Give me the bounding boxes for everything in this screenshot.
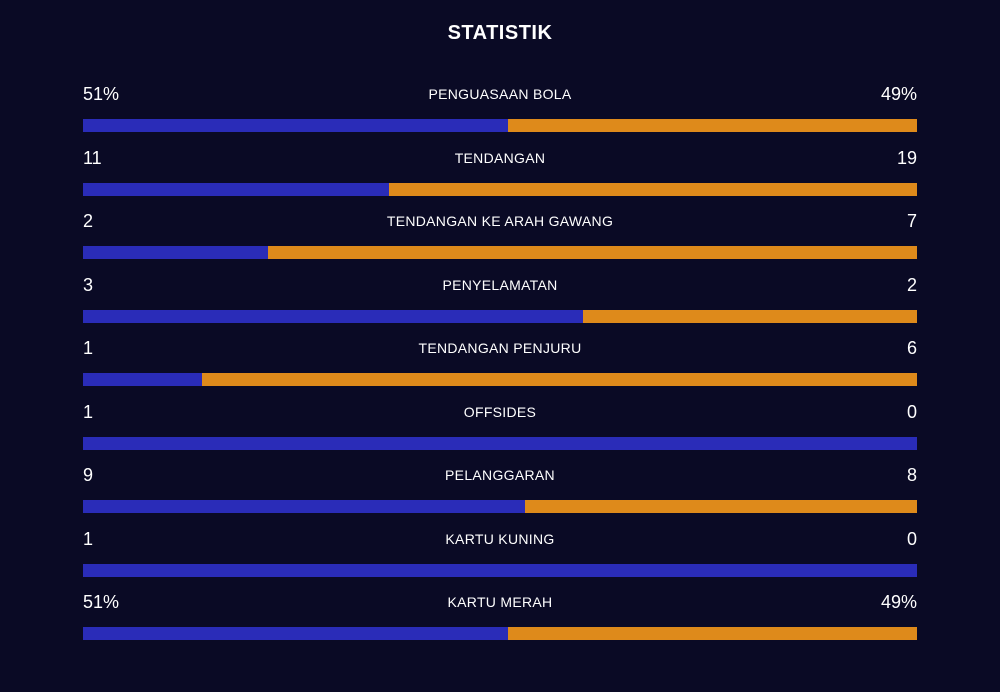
away-value: 6	[906, 338, 917, 358]
comparison-bar	[83, 119, 917, 132]
stat-label: TENDANGAN KE ARAH GAWANG	[386, 213, 614, 229]
away-value: 0	[906, 528, 917, 549]
bar-home-segment	[83, 373, 203, 386]
stat-header: KARTU MERAH 51% 49%	[83, 588, 917, 616]
stats-list: PENGUASAAN BOLA 51% 49% TENDANGAN 11 19 TENDAN…	[83, 80, 917, 652]
stat-label: PENGUASAAN BOLA	[428, 86, 572, 102]
stat-row: PELANGGARAN 9 8	[83, 461, 917, 525]
bar-away-segment	[268, 246, 917, 259]
bar-away-segment	[508, 627, 917, 640]
stat-row: PENYELAMATAN 3 2	[83, 271, 917, 335]
away-value: 0	[906, 401, 917, 422]
stat-label: TENDANGAN	[454, 149, 546, 166]
comparison-bar	[83, 309, 917, 323]
stat-row: OFFSIDES 1 0	[83, 398, 917, 462]
home-value: 51%	[83, 592, 120, 612]
stat-row: KARTU MERAH 51% 49%	[83, 588, 917, 652]
away-value: 2	[906, 274, 917, 295]
comparison-bar	[83, 500, 917, 513]
comparison-bar	[83, 373, 917, 386]
away-value: 8	[906, 465, 917, 485]
away-value: 7	[906, 211, 917, 231]
stat-header: TENDANGAN PENJURU 1 6	[83, 334, 917, 362]
bar-home-segment	[83, 182, 389, 196]
stat-label: PENYELAMATAN	[442, 276, 558, 293]
bar-home-segment	[83, 627, 509, 640]
stat-header: KARTU KUNING 1 0	[83, 525, 917, 553]
stat-header: PENYELAMATAN 3 2	[83, 271, 917, 299]
stat-row: KARTU KUNING 1 0	[83, 525, 917, 589]
stat-label: KARTU MERAH	[447, 594, 553, 610]
home-value: 1	[83, 338, 94, 358]
stat-label: KARTU KUNING	[445, 530, 555, 547]
home-value: 51%	[83, 84, 120, 104]
stat-label: TENDANGAN PENJURU	[418, 340, 582, 356]
home-value: 3	[83, 274, 94, 295]
bar-away-segment	[508, 119, 917, 132]
home-value: 1	[83, 528, 94, 549]
away-value: 19	[896, 147, 917, 168]
comparison-bar	[83, 563, 917, 577]
comparison-bar	[83, 436, 917, 450]
comparison-bar	[83, 627, 917, 640]
bar-home-segment	[83, 500, 525, 513]
bar-away-segment	[524, 500, 917, 513]
stat-header: TENDANGAN 11 19	[83, 144, 917, 172]
stat-header: OFFSIDES 1 0	[83, 398, 917, 426]
bar-home-segment	[83, 309, 584, 323]
home-value: 9	[83, 465, 94, 485]
home-value: 2	[83, 211, 94, 231]
bar-home-segment	[83, 246, 269, 259]
stat-label: PELANGGARAN	[445, 467, 555, 483]
stat-header: PELANGGARAN 9 8	[83, 461, 917, 489]
stat-label: OFFSIDES	[463, 403, 537, 420]
stat-header: TENDANGAN KE ARAH GAWANG 2 7	[83, 207, 917, 235]
away-value: 49%	[880, 592, 917, 612]
comparison-bar	[83, 246, 917, 259]
stat-row: PENGUASAAN BOLA 51% 49%	[83, 80, 917, 144]
comparison-bar	[83, 182, 917, 196]
stat-row: TENDANGAN KE ARAH GAWANG 2 7	[83, 207, 917, 271]
bar-away-segment	[583, 309, 917, 323]
bar-away-segment	[388, 182, 917, 196]
home-value: 1	[83, 401, 94, 422]
stat-header: PENGUASAAN BOLA 51% 49%	[83, 80, 917, 108]
stat-row: TENDANGAN PENJURU 1 6	[83, 334, 917, 398]
home-value: 11	[83, 147, 102, 168]
bar-home-segment	[83, 563, 917, 577]
bar-home-segment	[83, 436, 917, 450]
away-value: 49%	[880, 84, 917, 104]
statistics-title: STATISTIK	[447, 22, 553, 44]
stat-row: TENDANGAN 11 19	[83, 144, 917, 208]
bar-away-segment	[202, 373, 917, 386]
bar-home-segment	[83, 119, 509, 132]
